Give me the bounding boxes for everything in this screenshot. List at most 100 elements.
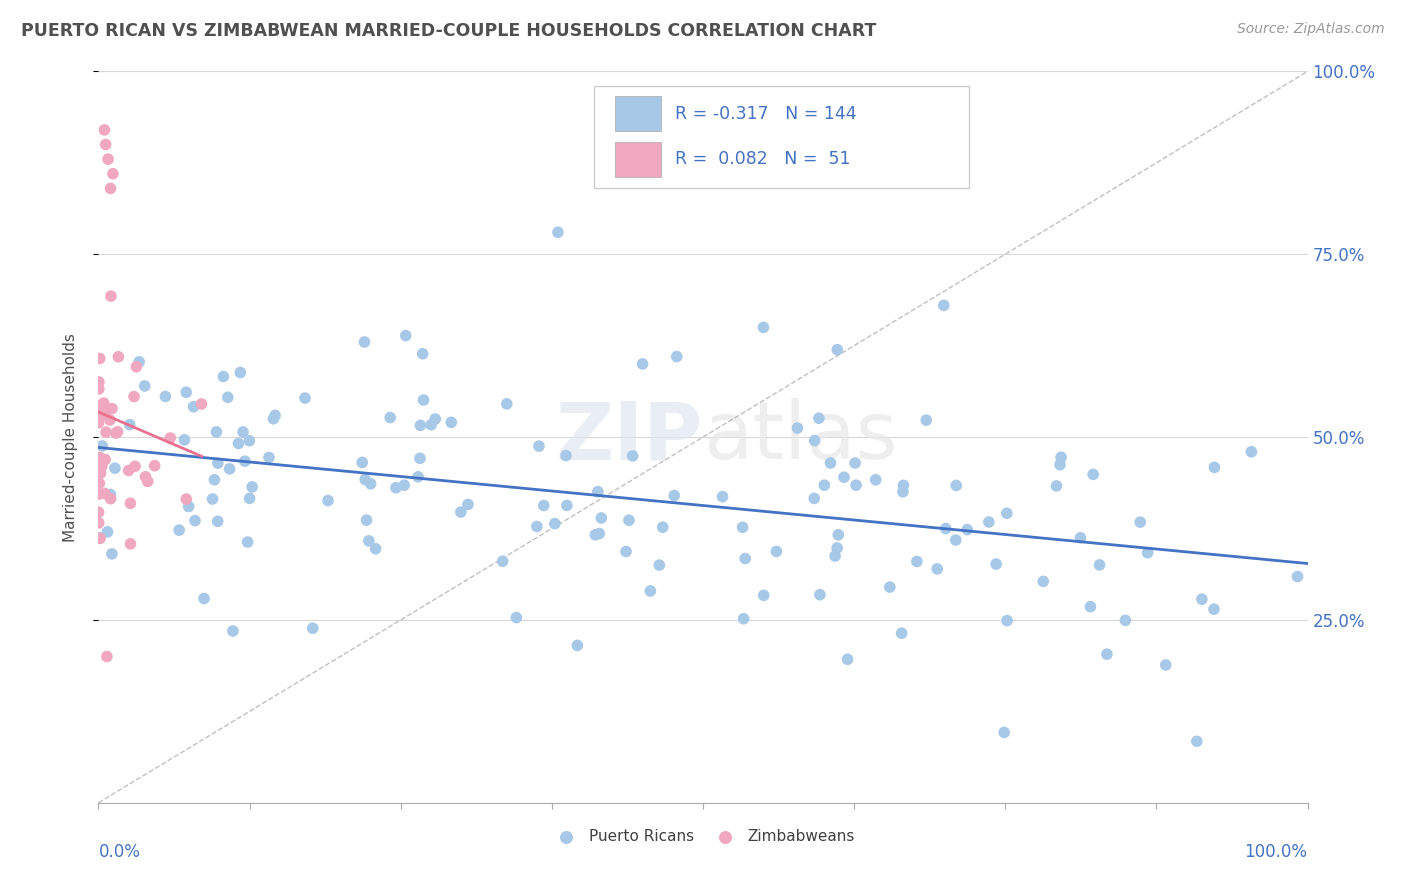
Point (93, 396, 115, 410)
Point (527, 439, 550, 453)
Point (218, 462, 240, 476)
Point (1088, 558, 1111, 572)
Point (1286, 569, 1309, 583)
FancyBboxPatch shape (595, 86, 969, 188)
Text: atlas: atlas (703, 398, 897, 476)
Point (184, 514, 207, 528)
Point (425, 412, 447, 426)
Point (395, 328, 418, 343)
Point (1202, 602, 1225, 616)
Point (93, 123, 115, 137)
Point (120, 496, 142, 510)
Point (547, 225, 569, 239)
Point (651, 520, 673, 534)
Point (808, 588, 831, 602)
Point (128, 355, 150, 369)
Point (648, 558, 671, 572)
Point (385, 481, 408, 495)
Point (89, 532, 111, 546)
Point (786, 421, 808, 435)
Point (378, 410, 401, 425)
Point (89, 531, 111, 545)
Point (87, 402, 110, 417)
Point (733, 612, 755, 626)
Point (96, 524, 118, 539)
Point (927, 562, 949, 576)
Point (143, 458, 166, 473)
Text: ZIP: ZIP (555, 398, 703, 476)
Point (100, 289, 122, 303)
Point (125, 359, 148, 374)
Point (120, 537, 142, 551)
Point (977, 515, 1000, 529)
Point (555, 449, 578, 463)
Point (583, 528, 606, 542)
Point (844, 456, 866, 470)
Point (93, 408, 115, 422)
Point (107, 425, 129, 439)
Point (621, 449, 644, 463)
Point (357, 533, 380, 548)
Point (893, 478, 915, 492)
Point (827, 343, 849, 357)
Text: Source: ZipAtlas.com: Source: ZipAtlas.com (1237, 22, 1385, 37)
Point (491, 554, 513, 568)
Point (614, 544, 637, 558)
Point (100, 487, 122, 501)
Point (190, 397, 212, 411)
Point (586, 484, 609, 499)
Point (956, 523, 979, 537)
Point (94, 137, 117, 152)
Point (87, 516, 110, 530)
Legend: Puerto Ricans, Zimbabweans: Puerto Ricans, Zimbabweans (544, 822, 862, 850)
Point (201, 491, 224, 506)
Point (104, 461, 127, 475)
Point (986, 557, 1008, 571)
Point (353, 334, 375, 349)
Point (89, 467, 111, 481)
Point (1095, 647, 1118, 661)
Point (879, 580, 901, 594)
Point (1136, 546, 1159, 560)
Point (100, 181, 122, 195)
Point (207, 514, 229, 528)
Point (1204, 460, 1226, 475)
Point (450, 505, 472, 519)
Point (257, 450, 280, 465)
Point (995, 614, 1018, 628)
Point (264, 409, 287, 423)
Point (824, 549, 846, 563)
Point (239, 491, 262, 506)
Point (665, 350, 688, 364)
Point (87, 461, 110, 475)
Point (731, 520, 754, 534)
Point (177, 500, 200, 514)
Point (820, 456, 842, 470)
Point (392, 478, 415, 492)
Point (945, 478, 967, 492)
Point (711, 490, 734, 504)
Point (915, 413, 938, 427)
Point (890, 626, 912, 640)
Point (360, 476, 382, 491)
Point (1185, 734, 1208, 748)
Point (891, 484, 914, 499)
Point (117, 463, 139, 477)
Point (87, 413, 110, 427)
Point (412, 392, 434, 407)
Point (232, 425, 254, 439)
Point (865, 473, 887, 487)
Point (105, 425, 128, 440)
Point (222, 624, 245, 638)
Point (640, 584, 662, 599)
Point (134, 470, 156, 484)
Point (555, 499, 578, 513)
Point (803, 491, 825, 506)
Point (409, 451, 432, 466)
Point (995, 506, 1018, 520)
Point (97, 152, 120, 166)
Point (935, 522, 957, 536)
Point (101, 547, 124, 561)
Point (352, 455, 374, 469)
Point (1154, 657, 1177, 672)
